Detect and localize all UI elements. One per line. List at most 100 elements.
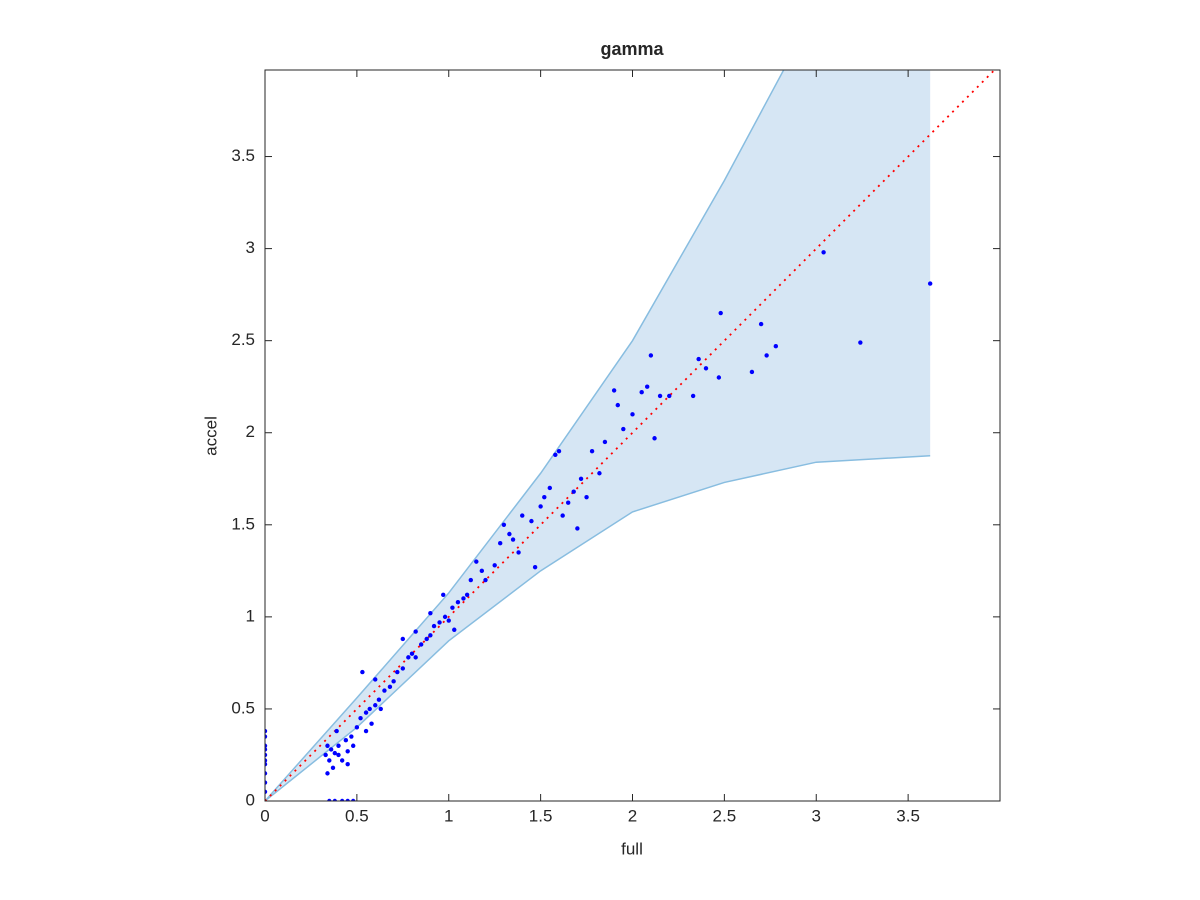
data-point [265,747,268,752]
data-point [758,321,764,327]
data-point [821,250,826,255]
data-point [446,618,451,623]
data-point [373,703,378,708]
data-point [464,592,470,597]
data-point [265,789,268,794]
data-point [538,504,543,509]
data-point [501,522,507,528]
data-point [468,577,473,583]
data-point [639,390,644,395]
data-point [328,747,334,752]
data-point [265,743,268,748]
data-point [406,655,411,660]
data-point [367,706,372,712]
x-tick-label: 3 [812,806,821,825]
data-point [667,393,672,399]
data-point [532,564,538,570]
data-point [354,725,360,730]
data-point [560,513,565,518]
data-point [345,749,350,754]
data-point [265,771,268,776]
data-point [265,758,268,763]
data-point [363,728,369,734]
x-axis-label: full [621,839,643,858]
data-point [611,388,617,393]
data-point [773,343,779,349]
data-point [265,780,268,785]
data-point [265,734,268,739]
data-point [584,494,589,500]
data-point [391,679,396,684]
data-point [327,798,332,801]
data-point [652,436,657,441]
x-tick-label: 1.5 [529,806,553,825]
data-point [376,697,382,702]
data-point [927,281,933,286]
data-point [424,636,429,642]
x-tick-label: 3.5 [896,806,920,825]
data-point [657,393,663,399]
data-point [542,494,547,500]
data-point [648,353,654,358]
data-point [345,798,350,801]
data-point [413,629,418,634]
data-point [323,752,328,758]
data-point [510,537,516,542]
y-tick-label: 0 [246,790,255,809]
data-point [343,738,349,743]
data-point [556,448,562,454]
data-point [749,369,755,375]
data-point [428,633,433,638]
data-point [450,605,455,610]
data-point [325,743,330,748]
data-point [418,642,424,647]
data-point [363,710,369,715]
data-point [696,356,701,362]
data-point [516,550,521,555]
data-point [547,485,553,491]
data-point [507,531,512,537]
data-point [492,563,497,568]
data-point [336,743,341,748]
data-point [703,366,709,371]
x-tick-label: 2.5 [713,806,737,825]
data-point [718,310,723,316]
data-point [378,706,383,712]
y-tick-label: 3 [246,238,255,257]
data-point [339,798,345,801]
data-point [327,758,332,763]
data-point [265,728,268,734]
data-point [409,651,415,656]
data-point [369,721,374,726]
data-point [615,402,620,408]
x-tick-label: 1 [444,806,453,825]
data-point [520,513,525,518]
data-point [441,592,446,597]
data-point [332,798,338,801]
data-point [345,761,350,767]
y-tick-label: 3.5 [231,146,255,165]
data-point [474,559,479,564]
data-point [351,743,356,748]
data-point [645,384,650,389]
data-point [442,614,448,620]
x-tick-label: 2 [628,806,637,825]
x-tick-label: 0 [260,806,269,825]
data-point [461,596,466,601]
data-point [529,518,534,524]
band-edge [265,455,931,801]
data-point [571,489,576,494]
data-point [602,439,608,445]
data-point [400,636,406,642]
data-point [413,655,418,660]
data-point [455,599,461,605]
data-point [589,448,595,454]
data-point [630,412,635,417]
data-point [382,688,387,693]
data-point [621,426,626,432]
data-point [716,375,722,380]
data-point [483,577,488,583]
x-tick-label: 0.5 [345,806,369,825]
data-point [858,340,863,345]
